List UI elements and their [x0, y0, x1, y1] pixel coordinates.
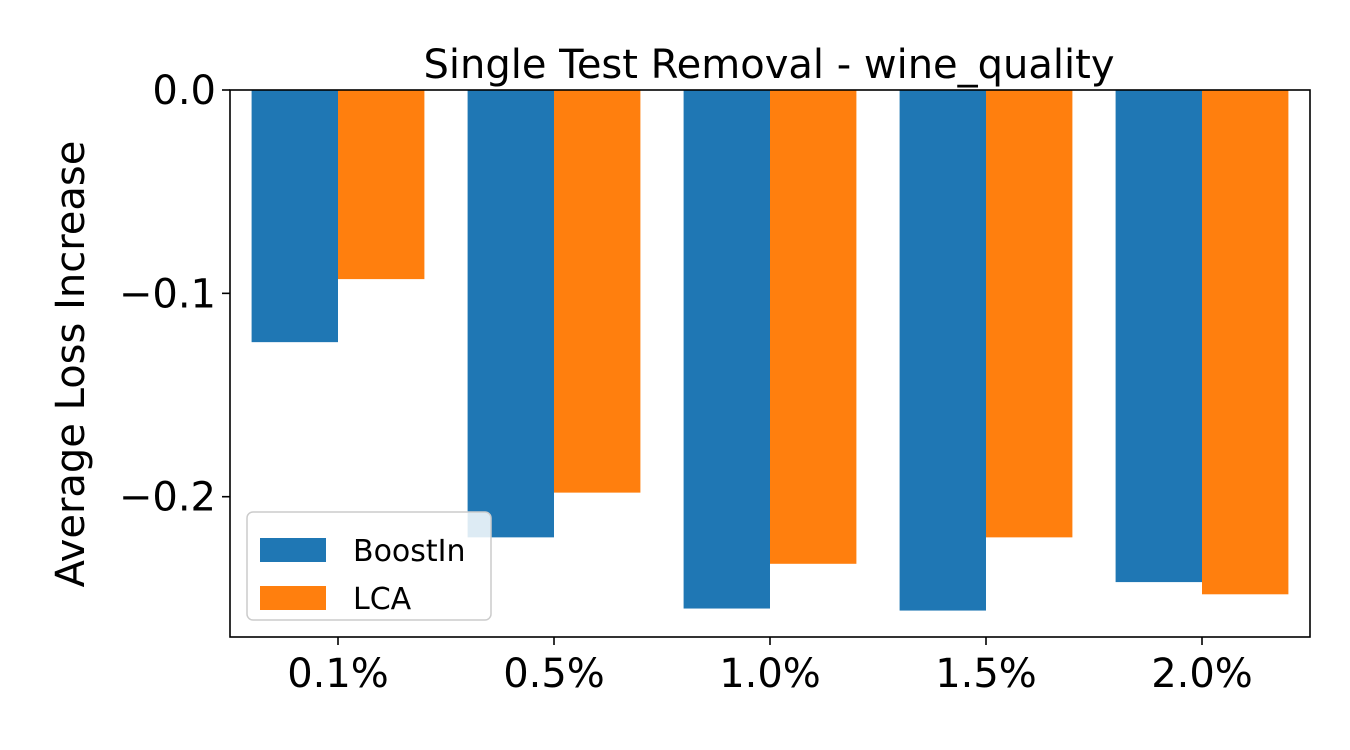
legend: BoostIn LCA: [246, 511, 492, 621]
bar-lca-0.1%: [338, 90, 425, 280]
x-tick-label: 0.5%: [503, 651, 605, 697]
legend-swatch-boostin: [260, 538, 326, 562]
y-tick-label: −0.2: [119, 475, 216, 521]
x-tick-label: 2.0%: [1151, 651, 1253, 697]
bar-boostin-2.0%: [1115, 90, 1202, 583]
bar-lca-1.0%: [770, 90, 857, 564]
bar-boostin-1.5%: [899, 90, 986, 611]
legend-label-boostin: BoostIn: [353, 534, 466, 569]
x-tick-label: 0.1%: [287, 651, 389, 697]
axes-group: 0.0 −0.1 −0.2 0.1% 0.5% 1.0% 1.5% 2.0%: [119, 68, 1311, 697]
bar-boostin-0.1%: [251, 90, 338, 343]
legend-swatch-lca: [260, 586, 326, 610]
bars-group: [251, 90, 1289, 611]
y-tick-label: −0.1: [119, 271, 216, 317]
bar-lca-2.0%: [1202, 90, 1289, 595]
bar-boostin-1.0%: [683, 90, 770, 609]
y-tick-label: 0.0: [152, 68, 216, 114]
chart-title: Single Test Removal - wine_quality: [424, 42, 1115, 88]
x-tick-label: 1.5%: [935, 651, 1037, 697]
x-tick-label: 1.0%: [719, 651, 821, 697]
legend-label-lca: LCA: [353, 582, 412, 617]
bar-lca-1.5%: [986, 90, 1073, 538]
bar-lca-0.5%: [554, 90, 641, 493]
y-axis-label: Average Loss Increase: [48, 141, 94, 588]
bar-boostin-0.5%: [467, 90, 554, 538]
